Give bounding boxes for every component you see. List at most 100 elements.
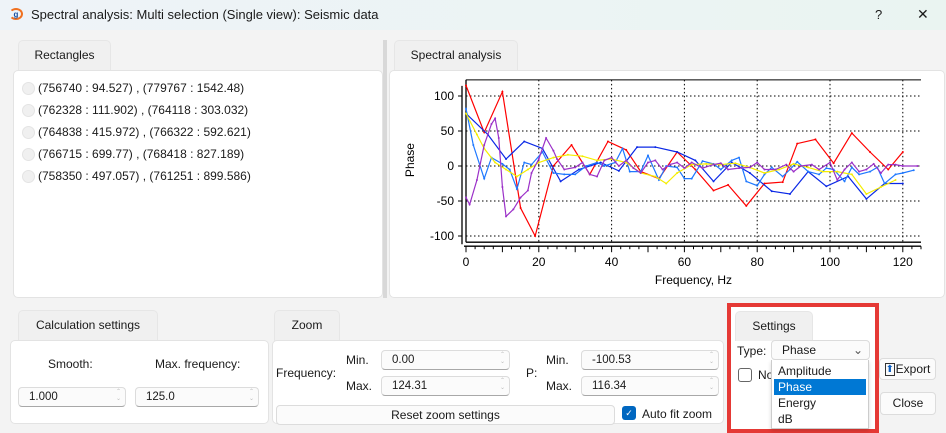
- rectangle-item[interactable]: (764838 : 415.972) , (766322 : 592.621): [22, 125, 251, 140]
- series-point-2: [807, 170, 810, 173]
- series-point-2: [869, 170, 872, 173]
- series-point-0: [694, 168, 697, 171]
- rectangles-panel: [13, 70, 383, 298]
- rectangle-radio[interactable]: [22, 148, 35, 162]
- type-option-energy[interactable]: Energy: [778, 396, 817, 410]
- series-point-1: [654, 146, 657, 149]
- x-axis-label: Frequency, Hz: [655, 273, 732, 287]
- series-point-4: [545, 137, 548, 139]
- series-point-4: [581, 161, 584, 164]
- tab-spectral-analysis[interactable]: Spectral analysis: [394, 40, 518, 71]
- series-point-4: [836, 179, 839, 181]
- series-point-4: [505, 215, 508, 218]
- series-point-4: [879, 172, 882, 174]
- series-point-3: [879, 186, 882, 188]
- series-point-3: [596, 159, 599, 162]
- series-point-2: [515, 188, 518, 191]
- rectangle-item[interactable]: (766715 : 699.77) , (768418 : 827.189): [22, 147, 244, 162]
- series-point-2: [596, 161, 599, 164]
- tab-settings[interactable]: Settings: [735, 311, 813, 341]
- title-bar: g Spectral analysis: Multi selection (Si…: [0, 0, 946, 30]
- series-point-4: [475, 179, 478, 181]
- rectangle-coords: (764838 : 415.972) , (766322 : 592.621): [38, 125, 251, 139]
- series-point-3: [515, 175, 518, 178]
- series-point-0: [727, 183, 730, 186]
- rectangle-item[interactable]: (756740 : 94.527) , (779767 : 1542.48): [22, 81, 244, 96]
- series-point-2: [770, 166, 773, 169]
- series-point-0: [869, 151, 872, 153]
- chevron-down-icon: ⌄: [852, 343, 863, 357]
- splitter[interactable]: [383, 40, 387, 298]
- series-point-4: [661, 168, 664, 171]
- series-point-4: [690, 161, 693, 164]
- p-min-input[interactable]: -100.53: [581, 350, 719, 370]
- series-point-3: [763, 172, 766, 174]
- series-point-4: [712, 163, 715, 166]
- reset-zoom-button[interactable]: Reset zoom settings: [276, 405, 615, 425]
- rectangle-item[interactable]: (758350 : 497.057) , (761251 : 899.586): [22, 169, 251, 184]
- series-point-2: [508, 168, 511, 171]
- series-point-4: [785, 163, 788, 166]
- series-point-1: [577, 168, 580, 171]
- series-point-2: [574, 173, 577, 176]
- export-icon: ⬆: [884, 363, 895, 377]
- rectangle-radio[interactable]: [22, 170, 35, 184]
- rectangle-radio[interactable]: [22, 126, 35, 140]
- series-point-2: [825, 167, 828, 170]
- series-point-0: [832, 162, 835, 165]
- series-point-1: [559, 180, 562, 183]
- rectangle-radio[interactable]: [22, 104, 35, 118]
- series-point-2: [690, 177, 693, 180]
- y-tick-label: -50: [437, 194, 455, 208]
- tab-rectangles[interactable]: Rectangles: [18, 40, 111, 71]
- calculation-panel: [10, 340, 269, 424]
- series-point-3: [690, 163, 693, 166]
- series-point-2: [901, 172, 904, 174]
- y-tick-label: 50: [441, 124, 455, 138]
- tab-zoom[interactable]: Zoom: [274, 310, 340, 341]
- series-point-4: [738, 167, 740, 170]
- type-select[interactable]: Phase ⌄: [771, 340, 870, 360]
- type-option-phase[interactable]: Phase: [774, 379, 866, 395]
- series-point-3: [865, 193, 868, 195]
- y-tick-label: 0: [447, 159, 454, 173]
- series-point-2: [523, 161, 526, 164]
- series-point-3: [676, 172, 679, 174]
- series-point-2: [883, 182, 886, 185]
- series-point-4: [818, 168, 821, 171]
- series-point-4: [748, 166, 751, 169]
- series-point-4: [774, 168, 777, 171]
- series-point-3: [494, 161, 497, 164]
- series-point-2: [676, 166, 679, 169]
- export-button[interactable]: ⬆ Export: [879, 358, 936, 380]
- freq-min-input[interactable]: 0.00: [381, 350, 510, 370]
- smooth-input[interactable]: 1.000: [18, 387, 126, 407]
- series-point-1: [694, 159, 697, 162]
- max-frequency-input[interactable]: 125.0: [135, 387, 259, 407]
- close-button[interactable]: Close: [880, 392, 936, 415]
- type-option-amplitude[interactable]: Amplitude: [778, 364, 832, 378]
- type-option-db[interactable]: dB: [778, 412, 793, 426]
- series-point-2: [483, 177, 486, 180]
- rectangle-item[interactable]: (762328 : 111.902) , (764118 : 303.032): [22, 103, 248, 118]
- help-button[interactable]: ?: [875, 7, 883, 22]
- normalize-checkbox[interactable]: [738, 368, 752, 382]
- series-point-4: [501, 186, 504, 188]
- p-max-input[interactable]: 116.34: [581, 376, 719, 396]
- series-point-0: [465, 84, 467, 87]
- phase-chart: 100 50 0 -50 -100 0 20 40 60 80 100 120 Frequency, H…: [403, 79, 922, 287]
- tab-calculation-settings[interactable]: Calculation settings: [18, 310, 158, 341]
- auto-fit-checkbox[interactable]: ✓: [622, 406, 636, 420]
- close-window-button[interactable]: ✕: [917, 6, 929, 22]
- series-point-3: [807, 166, 810, 169]
- series-point-4: [639, 172, 642, 174]
- series-point-4: [512, 208, 515, 211]
- series-point-4: [465, 196, 467, 199]
- frequency-label: Frequency:: [276, 366, 337, 380]
- series-point-2: [912, 169, 915, 172]
- x-tick-label: 120: [893, 255, 913, 269]
- series-point-4: [563, 168, 566, 171]
- rectangle-radio[interactable]: [22, 82, 35, 96]
- freq-max-input[interactable]: 124.31: [381, 376, 510, 396]
- series-point-0: [534, 235, 537, 237]
